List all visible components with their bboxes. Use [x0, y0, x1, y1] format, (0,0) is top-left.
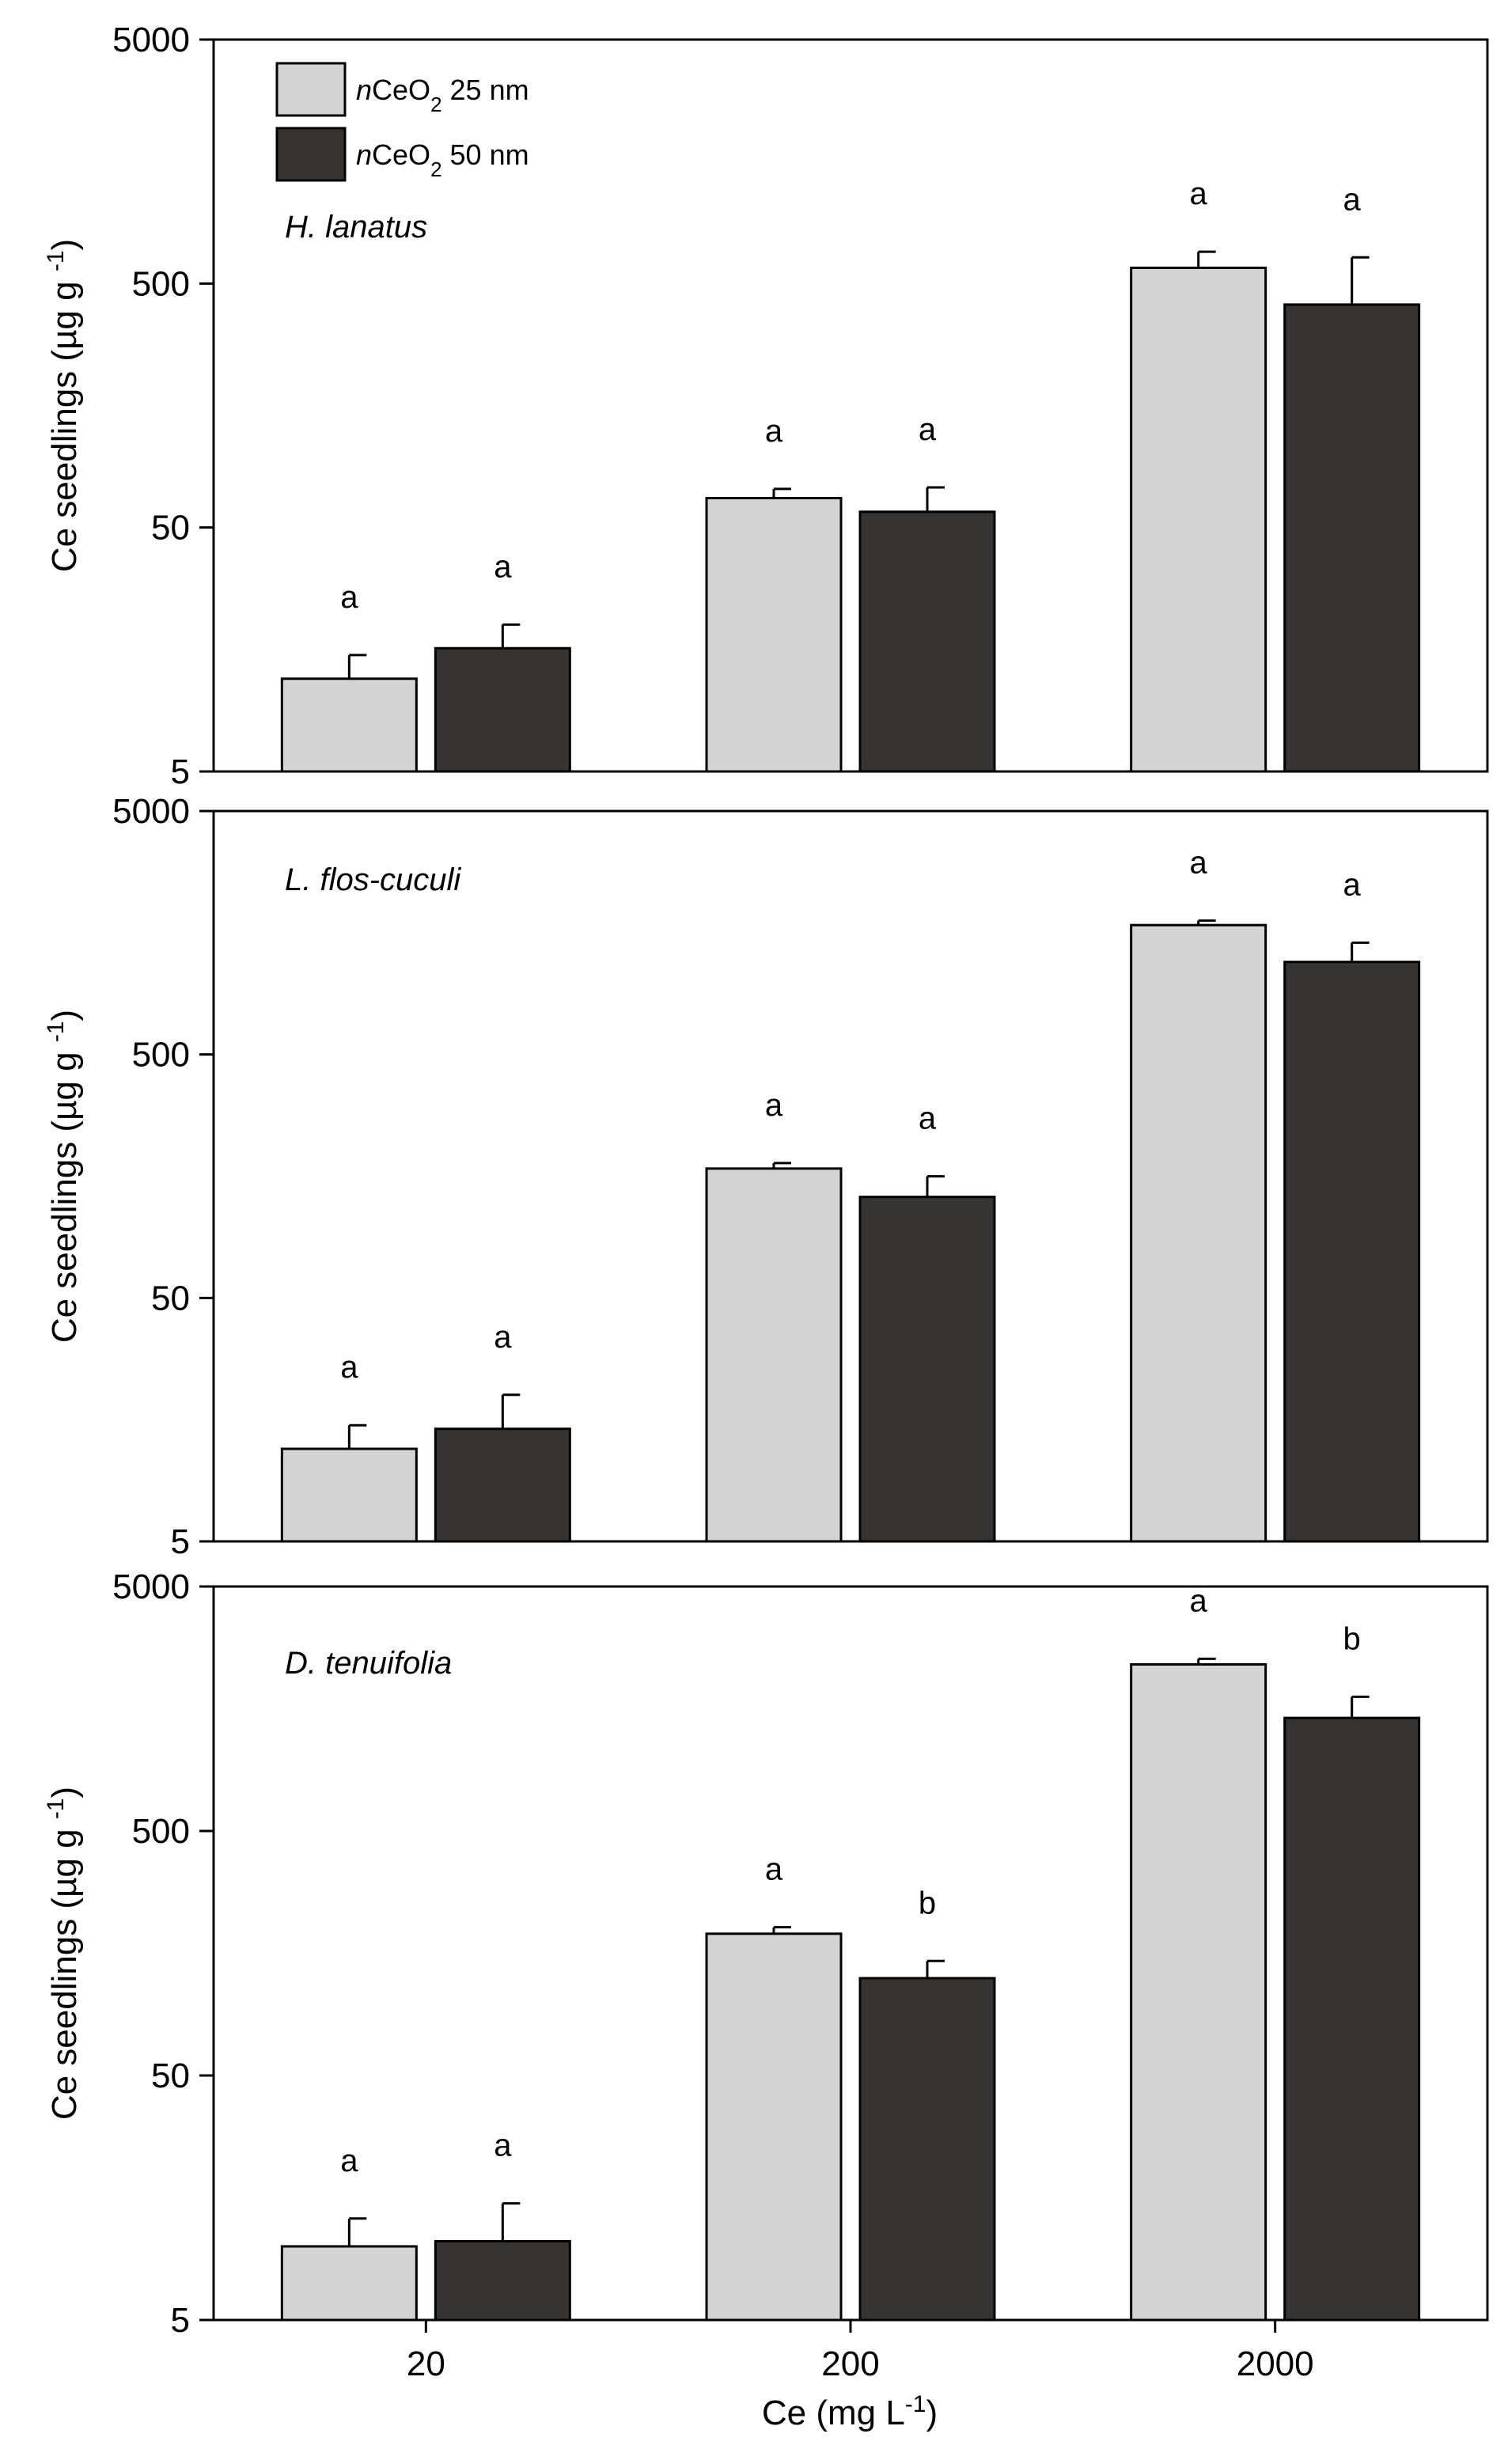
bar — [858, 1196, 996, 1543]
y-tick-label: 500 — [132, 1812, 190, 1851]
significance-letter: a — [1343, 182, 1362, 217]
legend-label-italic: n — [356, 74, 372, 106]
legend-label-sub: 2 — [430, 93, 441, 116]
y-tick-label: 5000 — [112, 1567, 190, 1606]
legend-label: nCeO2 25 nm — [356, 74, 529, 116]
bar — [1283, 961, 1421, 1543]
legend-label-sub: 2 — [430, 157, 441, 181]
y-tick-label: 50 — [151, 509, 190, 548]
plot-frame — [212, 809, 1489, 1543]
bar — [858, 1977, 996, 2322]
significance-letter: a — [765, 1852, 783, 1887]
species-name: L. flos-cuculi — [285, 862, 461, 897]
bar — [1283, 1716, 1421, 2322]
bar — [1130, 266, 1267, 773]
y-tick-label: 500 — [132, 264, 190, 303]
x-axis-label-sup: -1 — [905, 2391, 926, 2417]
y-axis-label-end: ) — [45, 239, 84, 251]
bar — [1130, 1662, 1267, 2322]
legend-label-tail: 50 nm — [442, 138, 529, 171]
significance-letter: a — [340, 1350, 358, 1385]
bar — [280, 677, 418, 773]
legend-swatch — [275, 62, 347, 117]
y-axis-label-main: Ce seedlings (µg g — [45, 271, 84, 572]
bar — [705, 1932, 843, 2322]
bar — [705, 496, 843, 773]
bar — [434, 646, 571, 773]
significance-letter: a — [765, 414, 783, 449]
y-tick-label: 5000 — [112, 21, 190, 59]
significance-letter: a — [494, 2129, 512, 2163]
significance-letter: a — [494, 1320, 512, 1355]
significance-letter: a — [1190, 1583, 1208, 1618]
bar — [858, 510, 996, 773]
significance-letter: a — [919, 412, 937, 447]
y-axis-label-sup: -1 — [43, 250, 69, 271]
y-axis-label-sup: -1 — [43, 1798, 69, 1819]
y-tick-label: 5 — [171, 2301, 190, 2340]
legend-label: nCeO2 50 nm — [356, 138, 529, 181]
bar — [280, 2245, 418, 2322]
legend-label-main: CeO — [372, 74, 430, 106]
legend-label-main: CeO — [372, 138, 430, 171]
significance-letter: b — [919, 1886, 936, 1920]
y-axis-label: Ce seedlings (µg g -1) — [43, 1787, 85, 2120]
plot-frame — [212, 38, 1489, 773]
y-tick-label: 5 — [171, 1522, 190, 1561]
legend-label-tail: 25 nm — [442, 74, 529, 106]
x-axis-label-end: ) — [926, 2394, 938, 2432]
significance-letter: a — [340, 2144, 358, 2178]
significance-letter: a — [340, 580, 358, 615]
significance-letter: a — [1343, 867, 1362, 902]
y-tick-label: 50 — [151, 1279, 190, 1317]
bar — [434, 1427, 571, 1543]
y-axis-label-end: ) — [45, 1787, 84, 1799]
y-axis-label-sup: -1 — [43, 1021, 69, 1042]
x-tick-label: 20 — [407, 2345, 445, 2383]
y-tick-label: 5 — [171, 752, 190, 791]
x-tick-label: 200 — [821, 2345, 879, 2383]
significance-letter: b — [1343, 1621, 1361, 1656]
bar — [1283, 303, 1421, 773]
y-tick-label: 500 — [132, 1036, 190, 1075]
x-axis-label: Ce (mg L-1) — [762, 2391, 938, 2433]
y-tick-label: 5000 — [112, 792, 190, 831]
bar — [1130, 923, 1267, 1543]
bar — [434, 2239, 571, 2322]
significance-letter: a — [765, 1088, 783, 1123]
y-axis-label-main: Ce seedlings (µg g — [45, 1819, 84, 2120]
x-axis-label-main: Ce (mg L — [762, 2394, 905, 2432]
legend-label-italic: n — [356, 138, 372, 171]
species-name: D. tenuifolia — [285, 1646, 452, 1681]
bar — [280, 1447, 418, 1543]
significance-letter: a — [1190, 845, 1208, 880]
y-tick-label: 50 — [151, 2056, 190, 2095]
significance-letter: a — [919, 1101, 937, 1136]
y-axis-label-end: ) — [45, 1010, 84, 1022]
x-tick-label: 2000 — [1237, 2345, 1314, 2383]
significance-letter: a — [494, 549, 512, 584]
significance-letter: a — [1190, 176, 1208, 211]
bar — [705, 1167, 843, 1543]
y-axis-label: Ce seedlings (µg g -1) — [43, 1010, 85, 1343]
y-axis-label-main: Ce seedlings (µg g — [45, 1042, 84, 1343]
species-name: H. lanatus — [285, 210, 427, 245]
y-axis-label: Ce seedlings (µg g -1) — [43, 239, 85, 572]
legend-swatch — [275, 127, 347, 182]
